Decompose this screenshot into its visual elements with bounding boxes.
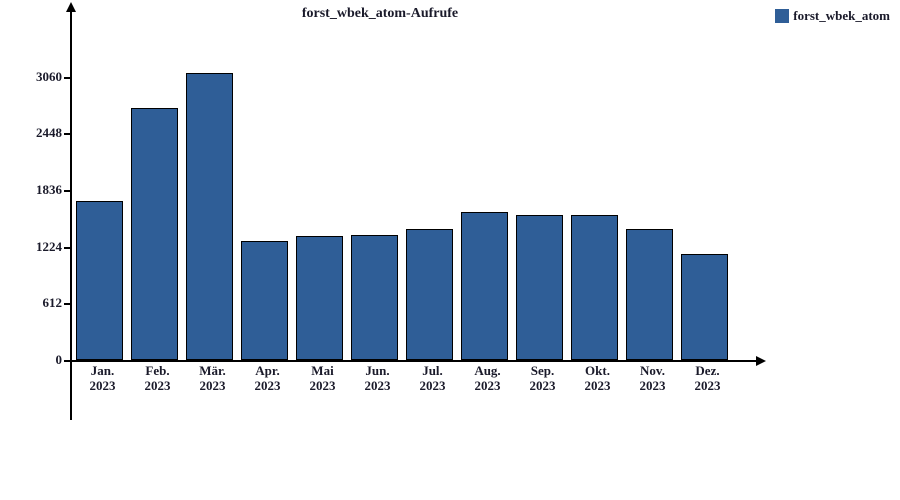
y-tick-label: 2448 bbox=[14, 125, 62, 141]
bar bbox=[76, 201, 123, 360]
x-tick-label: Mai 2023 bbox=[294, 364, 351, 394]
bar bbox=[461, 212, 508, 360]
bar bbox=[296, 236, 343, 360]
x-tick-label: Jan. 2023 bbox=[74, 364, 131, 394]
x-tick-label: Okt. 2023 bbox=[569, 364, 626, 394]
bar bbox=[516, 215, 563, 360]
bar bbox=[186, 73, 233, 360]
x-tick-label: Jul. 2023 bbox=[404, 364, 461, 394]
legend-label: forst_wbek_atom bbox=[793, 8, 890, 24]
bar bbox=[241, 241, 288, 360]
y-tick-label: 0 bbox=[14, 352, 62, 368]
legend-swatch bbox=[775, 9, 789, 23]
x-tick-label: Jun. 2023 bbox=[349, 364, 406, 394]
legend: forst_wbek_atom bbox=[775, 8, 890, 24]
x-tick-label: Dez. 2023 bbox=[679, 364, 736, 394]
x-axis bbox=[64, 360, 756, 362]
y-axis-arrow bbox=[66, 2, 76, 12]
x-tick-label: Sep. 2023 bbox=[514, 364, 571, 394]
x-tick-label: Feb. 2023 bbox=[129, 364, 186, 394]
y-tick bbox=[64, 133, 70, 135]
y-tick-label: 3060 bbox=[14, 69, 62, 85]
y-tick bbox=[64, 360, 70, 362]
x-tick-label: Aug. 2023 bbox=[459, 364, 516, 394]
x-tick-label: Nov. 2023 bbox=[624, 364, 681, 394]
y-tick bbox=[64, 247, 70, 249]
chart-container: forst_wbek_atom-Aufrufe forst_wbek_atom … bbox=[0, 0, 900, 500]
x-tick-label: Apr. 2023 bbox=[239, 364, 296, 394]
y-tick-label: 612 bbox=[14, 295, 62, 311]
bar bbox=[681, 254, 728, 360]
bar bbox=[131, 108, 178, 360]
y-tick bbox=[64, 77, 70, 79]
bar bbox=[351, 235, 398, 360]
y-tick bbox=[64, 190, 70, 192]
bar bbox=[626, 229, 673, 360]
plot-area: Jan. 2023Feb. 2023Mär. 2023Apr. 2023Mai … bbox=[70, 20, 770, 420]
x-tick-label: Mär. 2023 bbox=[184, 364, 241, 394]
bar bbox=[571, 215, 618, 360]
y-tick bbox=[64, 303, 70, 305]
x-labels-area: Jan. 2023Feb. 2023Mär. 2023Apr. 2023Mai … bbox=[70, 364, 770, 420]
y-tick-label: 1224 bbox=[14, 239, 62, 255]
bars-area bbox=[70, 20, 770, 360]
y-tick-label: 1836 bbox=[14, 182, 62, 198]
bar bbox=[406, 229, 453, 360]
